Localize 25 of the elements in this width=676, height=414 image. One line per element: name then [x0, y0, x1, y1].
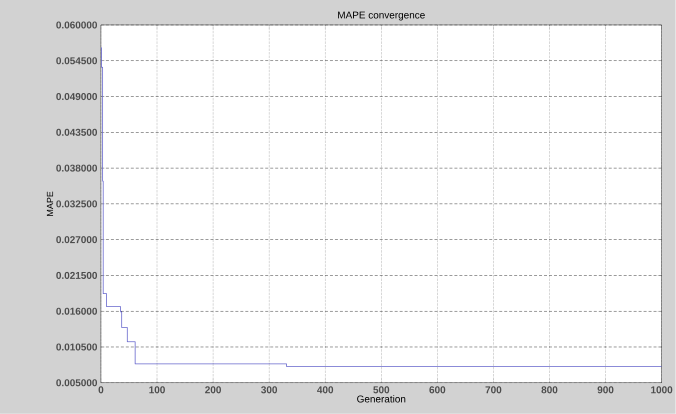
x-tick-label: 200 [205, 386, 221, 394]
y-axis-title: MAPE [46, 192, 54, 216]
x-tick-label: 600 [429, 386, 446, 394]
y-tick-label: 0.038000 [56, 164, 98, 172]
x-tick-label: 100 [149, 386, 165, 394]
y-tick-label: 0.021500 [56, 272, 98, 280]
y-tick-label: 0.054500 [56, 57, 98, 64]
y-tick-label: 0.027000 [56, 236, 98, 244]
y-tick-label: 0.043500 [56, 128, 98, 136]
y-tick-label: 0.032500 [56, 200, 98, 208]
y-tick-label: 0.060000 [56, 22, 98, 29]
x-tick-label: 900 [598, 386, 614, 394]
y-tick-label: 0.010500 [56, 344, 98, 351]
x-tick-label: 400 [317, 386, 334, 394]
x-tick-label: 300 [261, 386, 278, 394]
x-tick-label: 500 [373, 386, 390, 394]
x-axis-title: Generation [357, 395, 406, 403]
x-tick-label: 700 [486, 386, 502, 394]
x-tick-label: 1000 [651, 386, 672, 394]
chart-title: MAPE convergence [338, 12, 425, 21]
y-tick-label: 0.049000 [56, 93, 98, 100]
y-tick-label: 0.005000 [56, 379, 98, 386]
x-tick-label: 0 [98, 386, 104, 394]
y-tick-label: 0.016000 [56, 308, 98, 315]
x-tick-label: 800 [541, 386, 558, 394]
